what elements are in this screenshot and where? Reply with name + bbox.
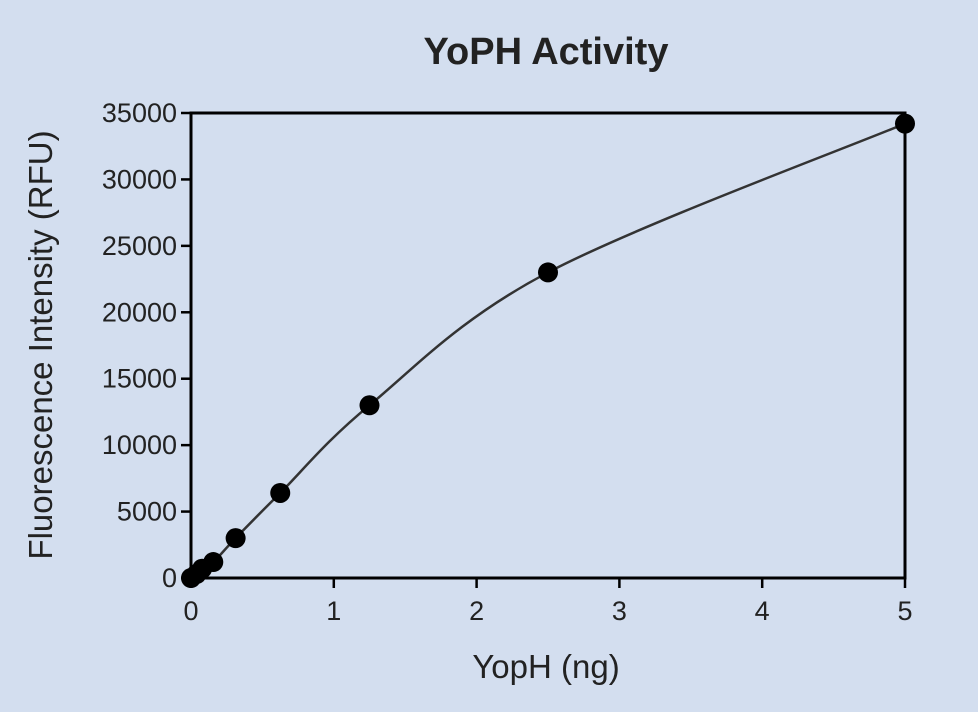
x-axis-label: YopH (ng) [472, 648, 619, 685]
y-tick-label: 25000 [102, 231, 177, 261]
y-tick-label: 35000 [102, 98, 177, 128]
points-layer [181, 113, 915, 588]
x-tick-label: 4 [755, 596, 770, 626]
y-tick-label: 10000 [102, 430, 177, 460]
data-point [203, 552, 224, 573]
ticks-layer: 0 1 2 3 4 5 0 5000 10000 15000 20000 25000 30000 3500… [102, 98, 913, 626]
x-tick-label: 5 [897, 596, 912, 626]
data-point [270, 482, 291, 503]
x-tick-label: 1 [326, 596, 341, 626]
x-tick-label: 2 [469, 596, 484, 626]
data-point [538, 262, 558, 283]
data-point [359, 395, 380, 416]
data-point [225, 528, 246, 549]
y-tick-label: 0 [162, 563, 177, 593]
x-tick-label: 0 [183, 596, 198, 626]
y-tick-label: 20000 [102, 297, 177, 327]
y-tick-label: 15000 [102, 364, 177, 394]
y-axis-label: Fluorescence Intensity (RFU) [22, 130, 59, 559]
plot-area-frame [189, 111, 907, 580]
chart-title: YoPH Activity [424, 31, 669, 73]
fit-curve [190, 122, 906, 580]
y-tick-label: 5000 [117, 497, 177, 527]
y-tick-label: 30000 [102, 164, 177, 194]
data-point [895, 113, 915, 134]
x-tick-label: 3 [612, 596, 627, 626]
